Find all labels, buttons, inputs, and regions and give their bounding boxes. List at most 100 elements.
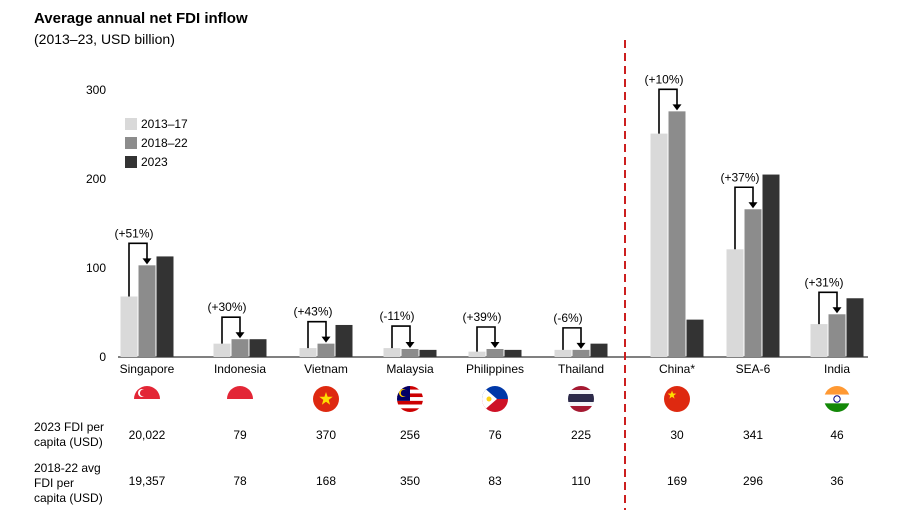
table-row2-label-line: 2018-22 avg xyxy=(34,461,101,475)
bar-2023 xyxy=(504,349,522,357)
flag-thailand-part xyxy=(568,394,594,402)
change-label: (+31%) xyxy=(804,275,843,289)
legend-label: 2023 xyxy=(141,155,168,169)
bar-2013–17 xyxy=(299,348,317,357)
change-arrowhead xyxy=(832,307,842,314)
flag-india-part xyxy=(824,386,850,395)
change-label: (+51%) xyxy=(114,226,153,240)
table-cell-row2: 83 xyxy=(488,474,502,488)
flag-india-icon xyxy=(824,386,850,412)
change-arrowhead xyxy=(321,336,331,343)
change-arrowhead xyxy=(672,104,682,111)
table-cell-row2: 19,357 xyxy=(128,474,166,488)
bar-2018–22 xyxy=(317,343,335,357)
flag-china-part xyxy=(664,386,690,412)
bar-2013–17 xyxy=(120,296,138,357)
change-bracket xyxy=(658,88,678,134)
change-bracket xyxy=(307,320,327,349)
bar-2023 xyxy=(846,298,864,357)
table-row2-label: 2018-22 avg FDI per capita (USD) xyxy=(34,461,103,506)
bar-2023 xyxy=(762,174,780,357)
flag-china-part xyxy=(667,390,677,399)
category-label: China* xyxy=(659,362,695,376)
category-label: Indonesia xyxy=(214,362,266,376)
category-label: Vietnam xyxy=(304,362,348,376)
legend-swatch xyxy=(125,137,137,149)
y-tick-label: 300 xyxy=(86,83,106,97)
legend-swatch xyxy=(125,156,137,168)
change-bracket xyxy=(734,186,754,250)
table-cell-row1: 79 xyxy=(233,428,247,442)
flag-indonesia-icon xyxy=(227,386,253,412)
flag-singapore-icon xyxy=(134,386,160,412)
change-label: (+43%) xyxy=(293,305,332,319)
bar-2023 xyxy=(686,319,704,357)
category-label: Philippines xyxy=(466,362,524,376)
table-cell-row2: 169 xyxy=(666,474,688,488)
change-label: (+39%) xyxy=(462,310,501,324)
change-arrowhead xyxy=(142,258,152,265)
table-cell-row1: 341 xyxy=(742,428,764,442)
flag-vietnam-part xyxy=(319,392,333,405)
flag-thailand-part xyxy=(568,390,594,394)
legend-label: 2013–17 xyxy=(141,117,188,131)
flag-vietnam-icon xyxy=(313,386,339,412)
flag-india-part xyxy=(824,394,850,404)
flag-china-icon xyxy=(664,386,690,412)
flag-malaysia-icon xyxy=(397,386,423,412)
y-tick-label: 200 xyxy=(86,172,106,186)
bar-2013–17 xyxy=(554,349,572,357)
table-cell-row2: 350 xyxy=(399,474,421,488)
bar-2013–17 xyxy=(726,249,744,357)
flag-malaysia-part xyxy=(397,400,423,405)
flag-indonesia-part xyxy=(227,386,253,399)
table-row2-label-line: FDI per xyxy=(34,476,75,490)
change-arrowhead xyxy=(576,342,586,349)
category-label: Thailand xyxy=(558,362,604,376)
table-cell-row2: 78 xyxy=(233,474,247,488)
flag-philippines-part xyxy=(486,396,492,402)
bar-2013–17 xyxy=(383,348,401,357)
flag-thailand-icon xyxy=(568,386,594,412)
legend-swatch xyxy=(125,118,137,130)
flag-malaysia-part xyxy=(397,408,423,412)
bar-2018–22 xyxy=(744,209,762,357)
y-tick-label: 0 xyxy=(99,350,106,364)
bar-2023 xyxy=(249,339,267,357)
change-bracket xyxy=(128,242,148,297)
bar-2018–22 xyxy=(231,339,249,357)
bar-2023 xyxy=(335,324,353,357)
category-label: Singapore xyxy=(120,362,175,376)
change-label: (+37%) xyxy=(720,170,759,184)
flag-indonesia-part xyxy=(227,399,253,412)
table-cell-row2: 168 xyxy=(315,474,337,488)
table-cell-row1: 370 xyxy=(315,428,337,442)
change-bracket xyxy=(562,327,582,350)
legend-label: 2018–22 xyxy=(141,136,188,150)
bar-2013–17 xyxy=(213,343,231,357)
flag-malaysia-part xyxy=(400,389,408,397)
chart-title: Average annual net FDI inflow xyxy=(34,10,248,27)
table-row1-label: 2023 FDI per capita (USD) xyxy=(34,420,104,450)
chart-subtitle: (2013–23, USD billion) xyxy=(34,31,175,47)
change-bracket xyxy=(221,316,241,344)
table-cell-row1: 46 xyxy=(830,428,844,442)
flag-philippines-icon xyxy=(482,386,508,412)
bar-2013–17 xyxy=(468,351,486,357)
bar-2018–22 xyxy=(138,265,156,357)
change-bracket xyxy=(818,291,838,325)
table-row2-label-line: capita (USD) xyxy=(34,491,103,505)
flag-thailand-part xyxy=(568,406,594,412)
table-cell-row2: 36 xyxy=(830,474,844,488)
change-label: (-11%) xyxy=(379,309,414,323)
flag-singapore-part xyxy=(134,399,160,412)
table-row1-label-line: 2023 FDI per xyxy=(34,420,105,434)
flag-thailand-part xyxy=(568,402,594,406)
change-bracket xyxy=(476,326,496,352)
flag-india-part xyxy=(824,403,850,412)
y-tick-label: 100 xyxy=(86,261,106,275)
category-label: Malaysia xyxy=(386,362,434,376)
flag-thailand-part xyxy=(568,386,594,390)
bar-2013–17 xyxy=(650,133,668,357)
